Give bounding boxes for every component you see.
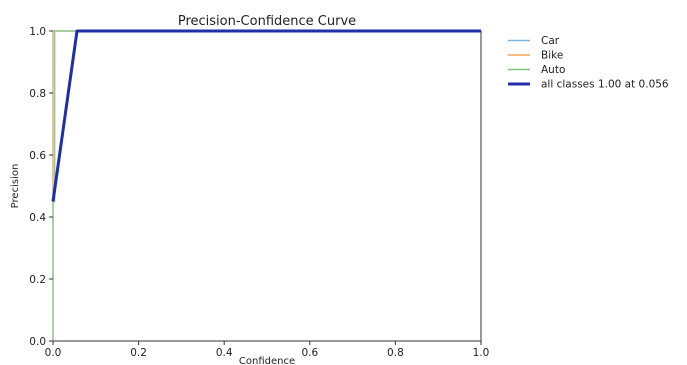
x-tick-label: 0.4: [216, 347, 233, 359]
legend-label-3: all classes 1.00 at 0.056: [541, 79, 669, 91]
legend-label-1: Bike: [541, 50, 563, 62]
series-line-3: [51, 29, 481, 202]
series-line-1: [52, 30, 481, 341]
y-tick-label: 1.0: [29, 26, 46, 38]
x-tick-label: 0.2: [130, 347, 147, 359]
legend-label-2: Auto: [541, 64, 565, 76]
legend: Car Bike Auto all classes 1.00 at 0.056: [508, 35, 669, 91]
series-line-2: [52, 30, 481, 341]
series-line-0: [52, 30, 481, 341]
y-tick-label: 0.2: [29, 274, 46, 286]
series-layer: [51, 29, 481, 341]
x-axis-label: Confidence: [239, 356, 295, 365]
y-axis-label: Precision: [10, 164, 21, 209]
y-tick-label: 0.0: [29, 336, 46, 348]
chart-title: Precision-Confidence Curve: [178, 14, 356, 29]
legend-label-0: Car: [541, 35, 560, 47]
x-tick-label: 0.0: [45, 347, 62, 359]
plot-area-frame: [52, 30, 482, 342]
y-tick-label: 0.4: [29, 212, 46, 224]
y-ticks: 0.0 0.2 0.4 0.6 0.8 1.0: [29, 26, 53, 348]
x-tick-label: 0.8: [387, 347, 404, 359]
x-tick-label: 0.6: [301, 347, 318, 359]
y-tick-label: 0.6: [29, 150, 46, 162]
x-tick-label: 1.0: [473, 347, 490, 359]
x-ticks: 0.0 0.2 0.4 0.6 0.8 1.0: [45, 341, 490, 359]
y-tick-label: 0.8: [29, 88, 46, 100]
